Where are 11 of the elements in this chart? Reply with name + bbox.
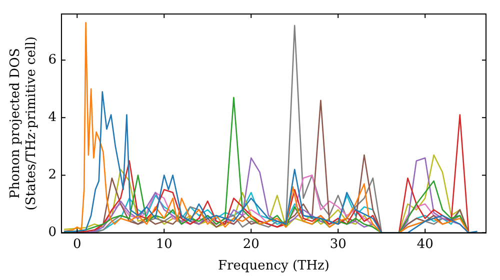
y-axis-title: Phonon projected DOS (States/THz·primitive cell) [8,36,39,210]
x-tick-label: 40 [416,236,434,252]
y-tick-label: 0 [48,225,56,240]
x-tick-label: 30 [330,236,346,252]
x-tick-label: 20 [242,236,260,252]
x-tick-label: 10 [156,236,172,252]
y-tick-label: 4 [48,110,56,126]
y-tick-label: 2 [48,168,56,183]
x-tick-label: 0 [72,236,82,252]
x-axis-title: Frequency (THz) [218,258,330,274]
y-tick-label: 6 [48,52,56,68]
